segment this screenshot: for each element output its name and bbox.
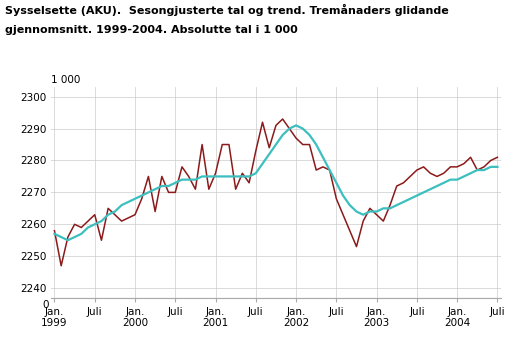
Sesongjustert [494, 155, 500, 159]
Text: Sysselsette (AKU).  Sesongjusterte tal og trend. Tremånaders glidande: Sysselsette (AKU). Sesongjusterte tal og… [5, 4, 449, 16]
Trend [52, 232, 58, 236]
Trend [293, 123, 299, 127]
Sesongjustert [52, 228, 58, 233]
Sesongjustert [58, 264, 64, 268]
Line: Sesongjustert: Sesongjustert [55, 119, 497, 266]
Sesongjustert [260, 120, 266, 125]
Trend [468, 171, 474, 175]
Trend [260, 162, 266, 166]
Trend [401, 200, 407, 204]
Text: 1 000: 1 000 [51, 75, 80, 85]
Sesongjustert [401, 181, 407, 185]
Trend [112, 209, 118, 214]
Sesongjustert [239, 171, 245, 175]
Text: 0: 0 [42, 300, 49, 310]
Line: Trend: Trend [55, 125, 497, 240]
Text: gjennomsnitt. 1999-2004. Absolutte tal i 1 000: gjennomsnitt. 1999-2004. Absolutte tal i… [5, 25, 298, 36]
Sesongjustert [468, 155, 474, 159]
Sesongjustert [91, 213, 98, 217]
Trend [91, 222, 98, 227]
Legend: Sesongjustert, Trend: Sesongjustert, Trend [179, 362, 373, 363]
Trend [494, 165, 500, 169]
Sesongjustert [280, 117, 286, 121]
Sesongjustert [112, 213, 118, 217]
Trend [65, 238, 71, 242]
Trend [239, 174, 245, 179]
